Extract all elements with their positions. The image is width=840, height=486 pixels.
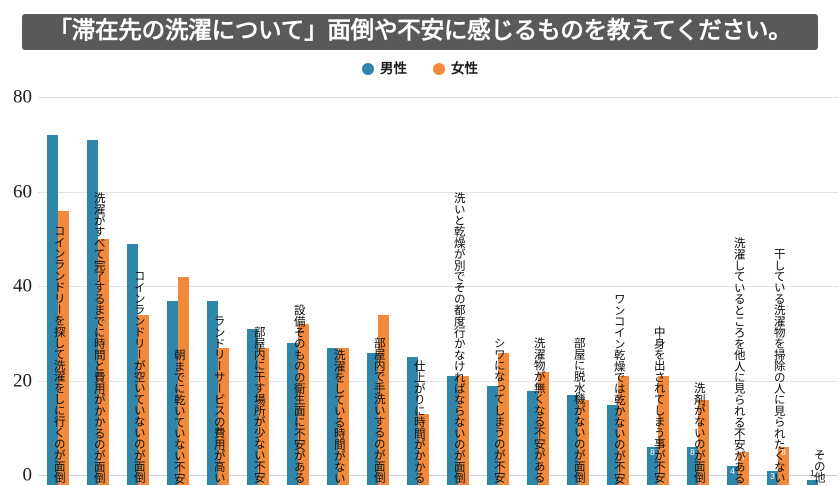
bar-group[interactable]: 3 8 干している洗濯物を掃除の人に見られたくない <box>758 88 798 485</box>
chart-legend: 男性 女性 <box>0 58 840 80</box>
y-axis-tick-0: 0 <box>22 464 33 486</box>
gridline-60 <box>38 191 838 193</box>
bar-group[interactable]: 洗濯をしている時間がない <box>318 88 358 485</box>
bar-female[interactable]: 8 <box>778 447 789 485</box>
bar-value-label: 8 <box>650 447 655 458</box>
bar-male[interactable]: 4 <box>727 466 738 485</box>
y-axis-tick-20: 20 <box>13 370 32 391</box>
bar-group[interactable]: 部屋に脱水機がないのが面倒 <box>558 88 598 485</box>
bar-female[interactable] <box>458 376 469 485</box>
bar-male[interactable] <box>567 395 578 485</box>
bar-group[interactable]: コインランドリーが空いていないのが面倒 <box>118 88 158 485</box>
bar-female[interactable] <box>298 324 309 485</box>
bar-male[interactable] <box>247 329 258 485</box>
bar-group[interactable]: ワンコイン乾燥では乾かないのが不安 <box>598 88 638 485</box>
bar-male[interactable] <box>607 404 618 485</box>
bar-female[interactable] <box>658 376 669 485</box>
bar-female[interactable] <box>618 376 629 485</box>
bar-group[interactable]: コインランドリーを探して洗濯をしに行くのが面倒 <box>38 88 78 485</box>
chart-title-banner: 「滞在先の洗濯について」面倒や不安に感じるものを教えてください。 <box>22 14 818 50</box>
bar-group[interactable]: 8 洗剤がないのが面倒 <box>678 88 718 485</box>
bar-female[interactable]: 7 <box>738 451 749 485</box>
bar-male[interactable] <box>87 140 98 485</box>
bar-value-label: 4 <box>730 466 735 477</box>
bar-value-label: 3 <box>770 470 775 481</box>
bar-group[interactable]: 4 7 洗濯しているところを他人に見られる不安がある <box>718 88 758 485</box>
bar-value-label: 8 <box>781 447 786 458</box>
bar-male[interactable] <box>167 300 178 485</box>
bar-female[interactable] <box>578 399 589 485</box>
bar-group[interactable]: 朝までに乾いていない不安 <box>158 88 198 485</box>
bar-male[interactable]: 3 <box>767 470 778 485</box>
bar-male[interactable]: 8 <box>687 447 698 485</box>
bar-value-label: 1 <box>810 468 815 479</box>
bar-group[interactable]: 部屋内に干す場所が少ない不安 <box>238 88 278 485</box>
bar-male[interactable] <box>367 352 378 485</box>
bar-female[interactable] <box>178 277 189 485</box>
bar-male[interactable] <box>527 390 538 485</box>
bar-female[interactable] <box>338 347 349 485</box>
bar-female[interactable] <box>498 352 509 485</box>
bar-group[interactable]: シワになってしまうのが不安 <box>478 88 518 485</box>
bar-group[interactable]: ランドリーサービスの費用が高い <box>198 88 238 485</box>
gridline-0 <box>38 475 838 476</box>
bar-male[interactable] <box>207 300 218 485</box>
bar-male[interactable] <box>407 357 418 485</box>
bar-male[interactable]: 8 <box>647 447 658 485</box>
bar-value-label: 8 <box>690 447 695 458</box>
bar-group[interactable]: 洗いと乾燥が別でその都度行かなければならないのが面倒 <box>438 88 478 485</box>
legend-item-female[interactable]: 女性 <box>433 62 478 76</box>
bar-male[interactable] <box>47 135 58 485</box>
bar-group[interactable]: 仕上がりに時間がかかる <box>398 88 438 485</box>
bar-group[interactable]: 1 その他 <box>798 88 838 485</box>
bar-series-container: コインランドリーを探して洗濯をしに行くのが面倒 洗濯がすべて完了するまでに時間と費… <box>38 88 838 485</box>
bar-female[interactable] <box>98 239 109 485</box>
gridline-80 <box>38 97 838 98</box>
bar-group[interactable]: 洗濯がすべて完了するまでに時間と費用がかかるのが面倒 <box>78 88 118 485</box>
bar-female[interactable] <box>378 314 389 485</box>
legend-dot-icon-female <box>433 63 445 75</box>
gridline-40 <box>38 286 838 287</box>
y-axis-tick-80: 80 <box>13 86 32 108</box>
category-label: 洗濯しているところを他人に見られる不安がある <box>732 236 745 483</box>
bar-male[interactable] <box>127 244 138 485</box>
bar-male[interactable] <box>327 347 338 485</box>
legend-dot-icon-male <box>362 63 374 75</box>
y-axis-tick-60: 60 <box>13 181 32 202</box>
bar-male[interactable]: 1 <box>807 469 818 485</box>
bar-male[interactable] <box>447 376 458 485</box>
bar-group[interactable]: 設備そのものの衛生面に不安がある <box>278 88 318 485</box>
bar-female[interactable] <box>258 347 269 485</box>
y-axis: 0 20 40 60 80 <box>0 88 36 485</box>
bar-female[interactable] <box>698 399 709 485</box>
bar-group[interactable]: 部屋内で手洗いするのが面倒 <box>358 88 398 485</box>
plot-canvas: コインランドリーを探して洗濯をしに行くのが面倒 洗濯がすべて完了するまでに時間と費… <box>38 88 838 485</box>
gridline-20 <box>38 380 838 382</box>
legend-item-male[interactable]: 男性 <box>362 62 407 76</box>
bar-female[interactable] <box>418 414 429 485</box>
bar-male[interactable] <box>287 343 298 485</box>
bar-male[interactable] <box>487 385 498 485</box>
legend-label-female: 女性 <box>451 61 478 77</box>
page-title: 「滞在先の洗濯について」面倒や不安に感じるものを教えてください。 <box>48 18 792 45</box>
bar-female[interactable] <box>138 314 149 485</box>
bar-value-label: 7 <box>741 451 746 462</box>
y-axis-tick-40: 40 <box>13 275 32 297</box>
bar-group[interactable]: 8 中身を出されてしまう事が不安 <box>638 88 678 485</box>
bar-group[interactable]: 洗濯物が無くなる不安がある <box>518 88 558 485</box>
bar-female[interactable] <box>218 347 229 485</box>
legend-label-male: 男性 <box>380 61 407 77</box>
bar-female[interactable] <box>58 210 69 485</box>
bar-female[interactable] <box>538 371 549 485</box>
plot-area: 0 20 40 60 80 コインランドリーを探して洗濯をしに行くのが面倒 洗濯がすべて完… <box>0 88 840 485</box>
